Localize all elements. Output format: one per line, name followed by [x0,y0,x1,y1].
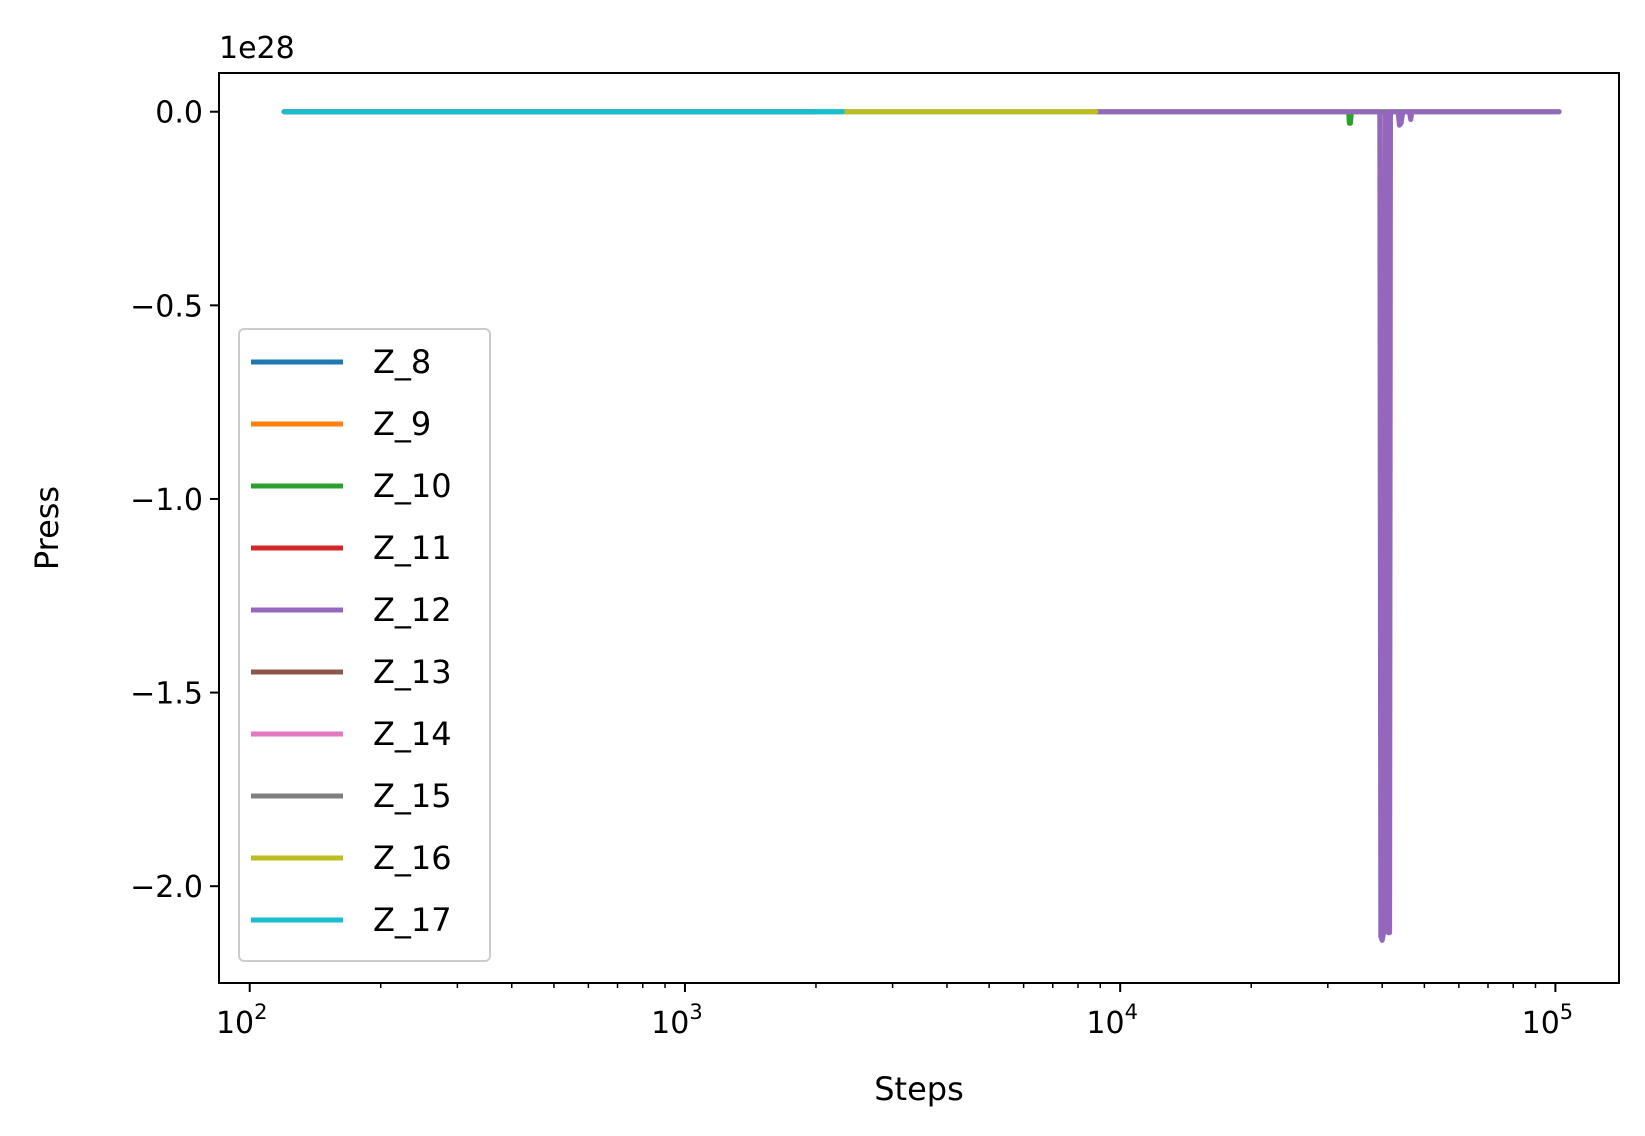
x-axis-label: Steps [874,1070,964,1108]
x-tick-label: 105 [1522,1000,1574,1041]
y-tick-label: 0.0 [155,96,203,131]
legend-label: Z_16 [373,839,452,877]
legend-label: Z_12 [373,591,452,629]
legend-label: Z_8 [373,343,431,381]
legend-label: Z_9 [373,405,431,443]
x-tick-label: 104 [1086,1000,1138,1041]
series-layer [281,109,1562,943]
legend-label: Z_17 [373,901,452,939]
y-tick-label: −2.0 [130,870,203,905]
y-tick-label: −1.5 [130,677,203,712]
plot-frame [218,72,1620,984]
y-tick-label: −0.5 [130,289,203,324]
y-tick-label: −1.0 [130,483,203,518]
legend-label: Z_11 [373,529,452,567]
legend-items: Z_8 Z_9 Z_10 Z_11 Z_12 Z_13 Z_14 Z_15 Z_16 Z_17 [251,343,452,939]
legend: Z_8 Z_9 Z_10 Z_11 Z_12 Z_13 Z_14 Z_15 Z_16 Z_17 [238,328,491,962]
series-line-z-12 [1093,109,1562,943]
legend-label: Z_10 [373,467,452,505]
legend-label: Z_15 [373,777,452,815]
x-tick-label: 102 [216,1000,268,1041]
y-axis-label: Press [28,486,66,570]
legend-label: Z_14 [373,715,452,753]
y-offset-label: 1e28 [219,31,295,66]
y-axis: 0.0 −0.5 −1.0 −1.5 −2.0 [130,96,219,905]
legend-label: Z_13 [373,653,452,691]
x-axis: 102 103 104 105 [216,983,1573,1041]
x-tick-label: 103 [651,1000,703,1041]
